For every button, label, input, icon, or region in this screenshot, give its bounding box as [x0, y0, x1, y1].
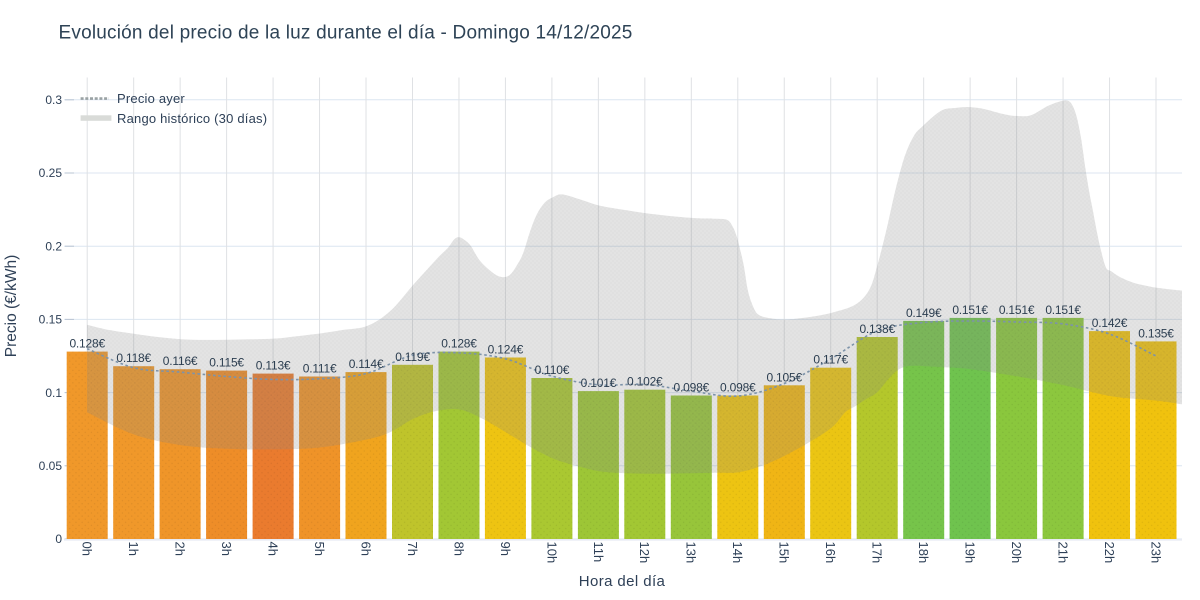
svg-text:10h: 10h — [544, 542, 559, 564]
svg-text:Rango histórico (30 días): Rango histórico (30 días) — [117, 111, 267, 126]
svg-text:1h: 1h — [126, 542, 141, 556]
svg-text:20h: 20h — [1009, 542, 1024, 564]
svg-text:0.101€: 0.101€ — [581, 376, 617, 390]
svg-text:9h: 9h — [498, 542, 513, 556]
svg-text:0.138€: 0.138€ — [859, 322, 895, 336]
svg-text:4h: 4h — [266, 542, 281, 556]
svg-text:16h: 16h — [823, 542, 838, 564]
svg-text:13h: 13h — [684, 542, 699, 564]
svg-text:0.105€: 0.105€ — [766, 370, 802, 384]
svg-text:Precio (€/kWh): Precio (€/kWh) — [3, 255, 20, 358]
svg-text:0.25: 0.25 — [39, 166, 63, 180]
svg-text:0.151€: 0.151€ — [999, 303, 1035, 317]
svg-text:0: 0 — [55, 532, 62, 546]
svg-text:0.15: 0.15 — [39, 313, 63, 327]
svg-text:0.3: 0.3 — [45, 93, 62, 107]
svg-text:0.151€: 0.151€ — [1045, 303, 1081, 317]
svg-text:18h: 18h — [916, 542, 931, 564]
svg-text:0.111€: 0.111€ — [303, 362, 337, 376]
svg-text:2h: 2h — [173, 542, 188, 556]
svg-text:0.128€: 0.128€ — [441, 337, 477, 351]
svg-text:0.118€: 0.118€ — [116, 351, 151, 365]
svg-text:Evolución del precio de la luz: Evolución del precio de la luz durante e… — [59, 23, 633, 44]
svg-text:0.098€: 0.098€ — [720, 381, 756, 395]
svg-text:0.05: 0.05 — [39, 459, 63, 473]
svg-text:14h: 14h — [730, 542, 745, 564]
svg-text:0h: 0h — [80, 542, 95, 556]
svg-text:0.117€: 0.117€ — [813, 353, 848, 367]
svg-text:0.102€: 0.102€ — [627, 375, 663, 389]
svg-text:0.135€: 0.135€ — [1138, 326, 1174, 340]
svg-text:17h: 17h — [870, 542, 885, 564]
svg-text:Hora del día: Hora del día — [579, 573, 666, 590]
svg-text:21h: 21h — [1056, 542, 1071, 564]
svg-text:15h: 15h — [777, 542, 792, 564]
svg-text:12h: 12h — [637, 542, 652, 564]
svg-text:0.1: 0.1 — [45, 386, 62, 400]
svg-text:0.113€: 0.113€ — [256, 359, 291, 373]
svg-text:5h: 5h — [312, 542, 327, 556]
svg-text:19h: 19h — [963, 542, 978, 564]
svg-text:11h: 11h — [591, 542, 606, 563]
svg-text:7h: 7h — [405, 542, 420, 556]
svg-text:23h: 23h — [1148, 542, 1163, 564]
svg-text:0.2: 0.2 — [45, 239, 62, 253]
svg-text:8h: 8h — [451, 542, 466, 556]
svg-text:0.149€: 0.149€ — [906, 306, 942, 320]
svg-text:0.124€: 0.124€ — [488, 343, 524, 357]
svg-text:Precio ayer: Precio ayer — [117, 91, 185, 106]
svg-text:0.110€: 0.110€ — [535, 363, 570, 377]
svg-text:0.115€: 0.115€ — [209, 356, 244, 370]
svg-text:0.114€: 0.114€ — [349, 357, 384, 371]
svg-text:0.151€: 0.151€ — [952, 303, 988, 317]
svg-text:6h: 6h — [358, 542, 373, 556]
svg-text:0.128€: 0.128€ — [69, 337, 105, 351]
svg-text:0.142€: 0.142€ — [1092, 316, 1128, 330]
svg-text:0.116€: 0.116€ — [163, 354, 198, 368]
svg-text:0.119€: 0.119€ — [395, 350, 430, 364]
svg-text:22h: 22h — [1102, 542, 1117, 564]
svg-text:0.098€: 0.098€ — [674, 381, 710, 395]
svg-text:3h: 3h — [219, 542, 234, 556]
